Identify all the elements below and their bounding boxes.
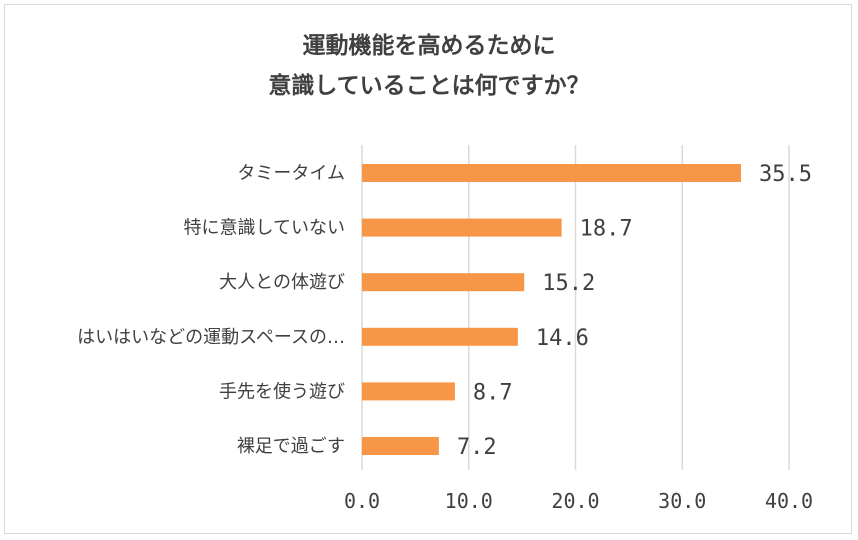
x-tick-label: 40.0	[765, 489, 813, 513]
value-label: 14.6	[536, 326, 589, 351]
x-tick-label: 20.0	[551, 489, 599, 513]
bar	[362, 327, 518, 346]
x-tick-label: 10.0	[445, 489, 493, 513]
x-tick-label: 0.0	[344, 489, 380, 513]
bar	[362, 218, 562, 237]
chart-title-line-1: 運動機能を高めるために	[302, 33, 556, 59]
category-label: タミータイム	[237, 163, 345, 184]
category-label: はいはいなどの運動スペースの…	[77, 327, 345, 348]
bar	[362, 164, 741, 182]
category-label: 手先を使う遊び	[219, 381, 345, 402]
value-label: 8.7	[473, 380, 513, 405]
bar	[362, 382, 455, 401]
category-label: 特に意識していない	[184, 218, 345, 239]
category-label: 大人との体遊び	[219, 272, 345, 293]
bar	[362, 437, 439, 455]
x-tick-label: 30.0	[658, 489, 706, 513]
category-label: 裸足で過ごす	[237, 436, 345, 457]
value-label: 15.2	[542, 271, 595, 296]
bar	[362, 273, 525, 292]
chart-title: 運動機能を高めるために 意識していることは何ですか？	[0, 26, 858, 106]
value-label: 35.5	[759, 162, 812, 187]
value-label: 7.2	[457, 435, 497, 460]
chart-title-line-2: 意識していることは何ですか？	[268, 73, 590, 99]
value-label: 18.7	[580, 217, 633, 242]
